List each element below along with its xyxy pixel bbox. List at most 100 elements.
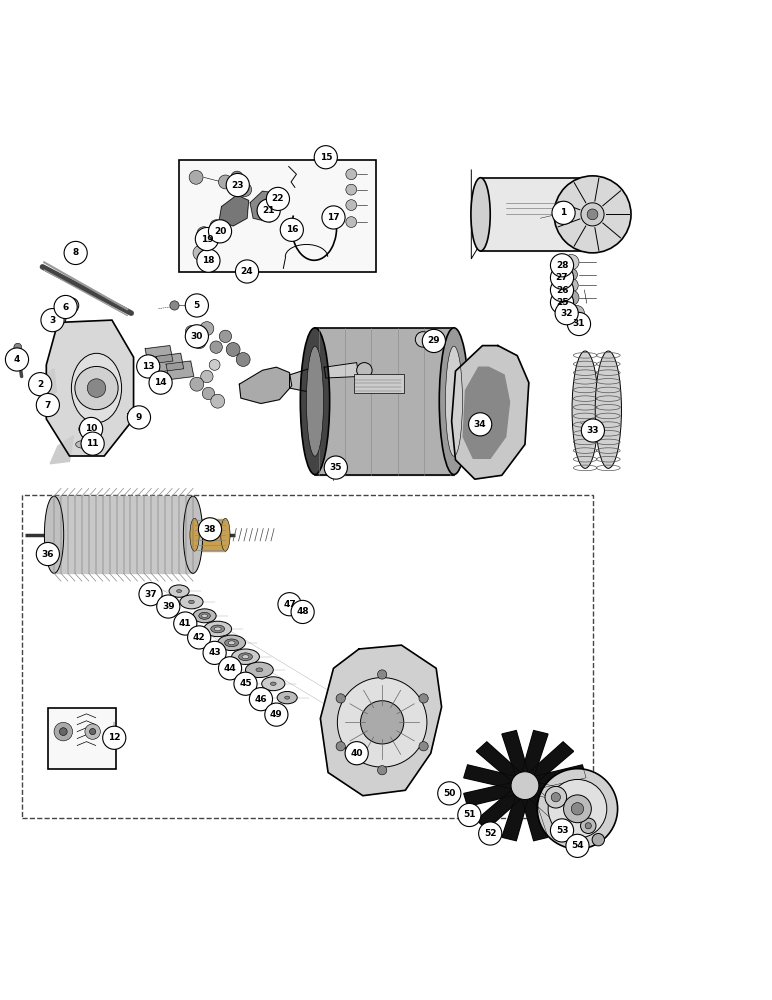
Circle shape <box>587 209 598 220</box>
Polygon shape <box>320 645 442 796</box>
Circle shape <box>226 173 249 197</box>
Circle shape <box>438 782 461 805</box>
Text: 28: 28 <box>556 261 568 270</box>
Text: 27: 27 <box>556 273 568 282</box>
Circle shape <box>190 377 204 391</box>
Polygon shape <box>250 191 278 222</box>
Circle shape <box>209 359 220 370</box>
Ellipse shape <box>76 441 91 448</box>
Circle shape <box>378 670 387 679</box>
Text: 3: 3 <box>49 316 56 325</box>
Polygon shape <box>452 346 529 479</box>
Circle shape <box>565 268 577 281</box>
Polygon shape <box>502 731 528 775</box>
Circle shape <box>314 146 337 169</box>
Circle shape <box>192 335 206 349</box>
Circle shape <box>564 290 579 305</box>
Circle shape <box>54 722 73 741</box>
Circle shape <box>346 169 357 180</box>
Circle shape <box>419 742 428 751</box>
Polygon shape <box>535 765 586 789</box>
Circle shape <box>564 278 578 292</box>
Circle shape <box>59 728 67 735</box>
Circle shape <box>280 218 303 241</box>
Circle shape <box>337 678 427 767</box>
Circle shape <box>257 199 280 222</box>
Ellipse shape <box>190 518 199 551</box>
Ellipse shape <box>289 600 295 604</box>
Circle shape <box>198 518 222 541</box>
Polygon shape <box>464 783 515 806</box>
Text: 30: 30 <box>191 332 203 341</box>
Circle shape <box>278 593 301 616</box>
Ellipse shape <box>188 600 195 604</box>
Ellipse shape <box>572 351 598 468</box>
Ellipse shape <box>71 353 122 423</box>
Ellipse shape <box>285 696 290 699</box>
Text: 17: 17 <box>327 213 340 222</box>
Circle shape <box>265 703 288 726</box>
Text: 25: 25 <box>556 298 568 307</box>
Polygon shape <box>463 367 510 458</box>
Circle shape <box>193 245 208 261</box>
Ellipse shape <box>300 328 330 475</box>
Ellipse shape <box>211 625 225 633</box>
Circle shape <box>346 200 357 211</box>
Ellipse shape <box>471 178 490 251</box>
Ellipse shape <box>225 639 239 647</box>
Circle shape <box>564 255 579 270</box>
Text: 47: 47 <box>283 600 296 609</box>
Polygon shape <box>315 328 454 475</box>
Polygon shape <box>522 731 548 775</box>
Ellipse shape <box>218 635 245 651</box>
Text: 36: 36 <box>42 550 54 559</box>
Polygon shape <box>324 363 359 378</box>
Circle shape <box>235 260 259 283</box>
Circle shape <box>571 803 584 815</box>
Circle shape <box>322 206 345 229</box>
Text: 12: 12 <box>108 733 120 742</box>
Polygon shape <box>145 346 173 364</box>
Circle shape <box>197 249 220 272</box>
Circle shape <box>157 595 180 618</box>
Ellipse shape <box>45 496 63 573</box>
Ellipse shape <box>177 590 181 593</box>
Ellipse shape <box>199 612 210 619</box>
Circle shape <box>564 795 591 823</box>
Ellipse shape <box>193 609 216 623</box>
Circle shape <box>219 330 232 343</box>
Circle shape <box>550 291 574 314</box>
Circle shape <box>200 322 214 336</box>
Circle shape <box>170 301 179 310</box>
Text: 6: 6 <box>63 302 69 312</box>
Polygon shape <box>480 178 593 251</box>
Circle shape <box>218 175 232 189</box>
Circle shape <box>550 278 574 302</box>
Circle shape <box>581 818 596 834</box>
Ellipse shape <box>215 627 221 631</box>
Circle shape <box>174 612 197 635</box>
Circle shape <box>361 701 404 744</box>
Ellipse shape <box>286 598 298 606</box>
Polygon shape <box>39 369 56 403</box>
Polygon shape <box>219 195 249 226</box>
Circle shape <box>210 341 222 353</box>
Circle shape <box>324 456 347 479</box>
Text: 37: 37 <box>144 590 157 599</box>
Text: 31: 31 <box>573 319 585 328</box>
Polygon shape <box>290 369 323 392</box>
Text: 23: 23 <box>232 181 244 190</box>
Ellipse shape <box>262 677 285 691</box>
Circle shape <box>85 724 100 739</box>
Ellipse shape <box>204 621 232 637</box>
Circle shape <box>188 626 211 649</box>
Circle shape <box>346 217 357 227</box>
Polygon shape <box>476 790 521 829</box>
Text: 41: 41 <box>179 619 191 628</box>
Circle shape <box>336 742 345 751</box>
Circle shape <box>469 413 492 436</box>
Text: 19: 19 <box>201 235 213 244</box>
Text: 29: 29 <box>428 336 440 345</box>
Circle shape <box>567 317 581 331</box>
Text: 15: 15 <box>320 153 332 162</box>
